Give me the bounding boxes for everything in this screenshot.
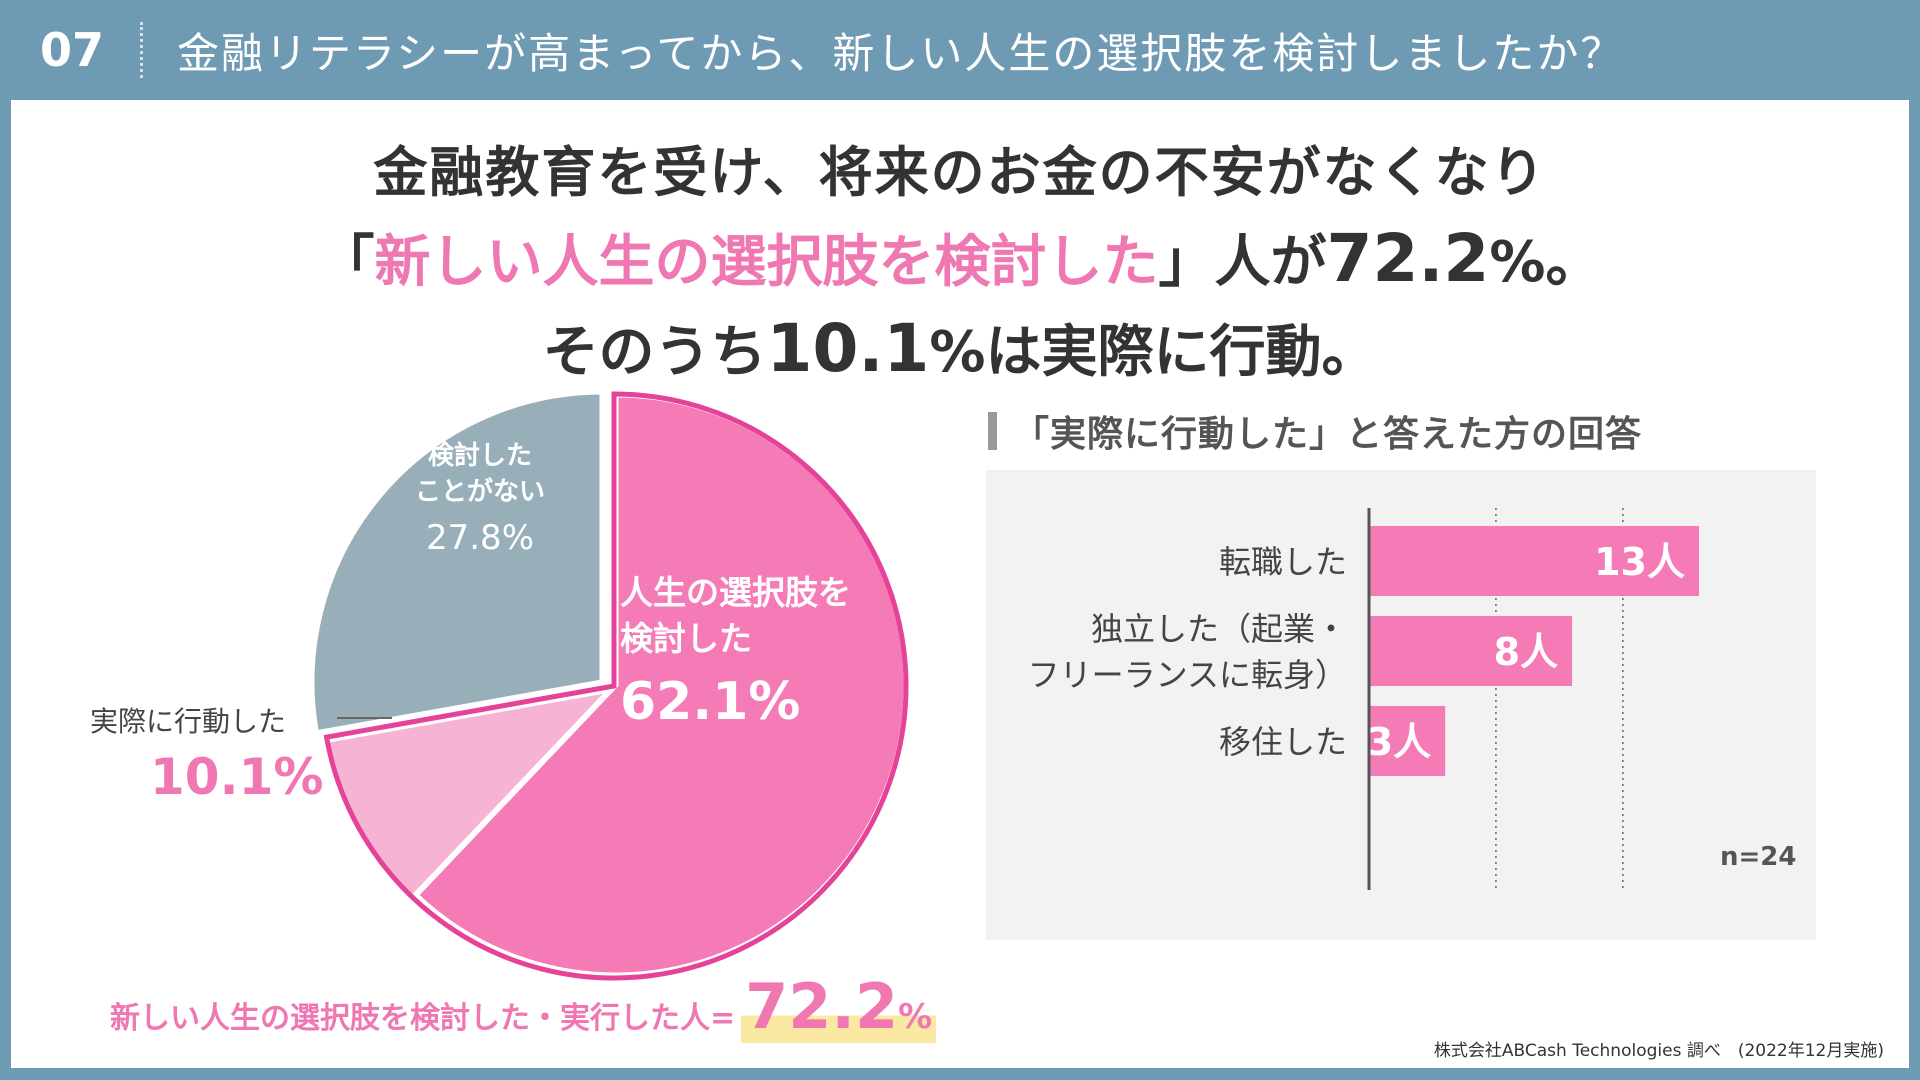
bar-0 xyxy=(1369,526,1699,596)
pie-label-considered-line1: 人生の選択肢を xyxy=(620,573,851,612)
pie-label-acted-text: 実際に行動した xyxy=(90,705,287,738)
summary-label: 新しい人生の選択肢を検討した・実行した人= xyxy=(110,1001,736,1036)
headline-total-value: 72.2 xyxy=(1326,220,1490,297)
acted-leader-line xyxy=(337,717,392,719)
summary-value-wrap: 72.2% xyxy=(741,970,937,1043)
pie-label-considered-line2: 検討した xyxy=(620,619,752,658)
headline-acted-unit: % xyxy=(929,320,986,385)
pie-label-never-line1: 検討した xyxy=(427,441,532,471)
bar-category-label-0: 転職した xyxy=(1219,543,1347,581)
question-text: 金融リテラシーが高まってから、新しい人生の選択肢を検討しましたか？ xyxy=(177,28,1625,78)
headline-bracket-open: 「 xyxy=(318,230,375,295)
bar-value-label-2: 3人 xyxy=(1367,720,1431,764)
bar-category-label-1: 独立した（起業・ xyxy=(1091,610,1347,648)
headline-line2: 「新しい人生の選択肢を検討した」人が72.2%。 xyxy=(11,216,1909,306)
pie-label-never-value: 27.8% xyxy=(425,518,534,558)
headline-line1: 金融教育を受け、将来のお金の不安がなくなり xyxy=(373,141,1547,204)
sample-size: n=24 xyxy=(1720,842,1797,872)
bar-category-label-2: 移住した xyxy=(1219,723,1347,761)
headline: 金融教育を受け、将来のお金の不安がなくなり 「新しい人生の選択肢を検討した」人が… xyxy=(11,130,1909,396)
bar-chart-title: 「実際に行動した」と答えた方の回答 xyxy=(988,405,1642,457)
pie-label-never-line2: ことがない xyxy=(414,477,545,507)
pie-label-acted: 実際に行動した 10.1% xyxy=(90,700,350,806)
headline-line3: そのうち10.1%は実際に行動。 xyxy=(11,306,1909,396)
pie-label-considered-value: 62.1% xyxy=(620,672,801,732)
summary-unit: % xyxy=(898,997,933,1037)
question-header: 07 金融リテラシーが高まってから、新しい人生の選択肢を検討しましたか？ xyxy=(0,0,1920,100)
summary-line: 新しい人生の選択肢を検討した・実行した人= 72.2% xyxy=(110,970,937,1043)
source-credit: 株式会社ABCash Technologies 調べ (2022年12月実施) xyxy=(1433,1041,1884,1061)
headline-highlight: 新しい人生の選択肢を検討した xyxy=(374,230,1159,295)
bar-value-label-0: 13人 xyxy=(1594,540,1685,584)
headline-bracket-close: 」人が xyxy=(1158,230,1327,295)
bar-2 xyxy=(1369,706,1446,776)
header-divider xyxy=(140,22,143,78)
bar-1 xyxy=(1369,616,1573,686)
bar-chart-title-text: 「実際に行動した」と答えた方の回答 xyxy=(1013,414,1643,455)
pie-slice-never xyxy=(309,389,605,736)
title-accent-bar xyxy=(988,412,997,450)
bar-value-label-1: 8人 xyxy=(1494,630,1558,674)
headline-line3-tail: は実際に行動。 xyxy=(985,320,1378,385)
pie-label-considered: 人生の選択肢を 検討した 62.1% xyxy=(620,570,880,732)
headline-line3-lead: そのうち xyxy=(542,320,767,385)
pie-label-acted-value: 10.1% xyxy=(150,748,324,806)
pie-highlight-outline xyxy=(323,391,909,981)
headline-total-unit: %。 xyxy=(1489,230,1602,295)
pie-label-never: 検討した ことがない 27.8% xyxy=(380,438,580,556)
pie-slice-acted xyxy=(321,686,618,904)
question-number: 07 xyxy=(40,23,105,77)
summary-value: 72.2 xyxy=(745,970,899,1043)
bar-category-label-1: フリーランスに転身） xyxy=(1028,656,1347,694)
headline-acted-value: 10.1 xyxy=(766,310,930,387)
